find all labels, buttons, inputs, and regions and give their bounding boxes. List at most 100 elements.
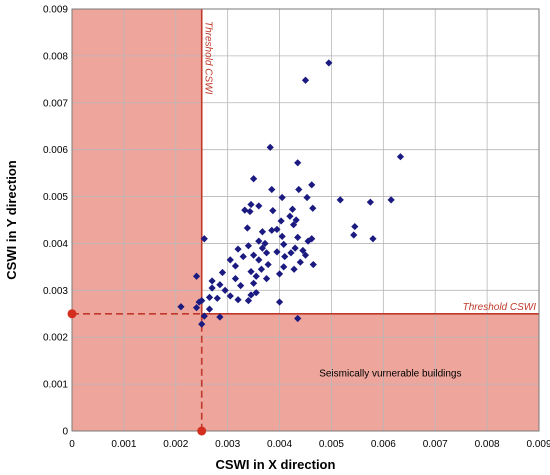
y-tick-label: 0.009 [43, 5, 68, 16]
data-point [387, 196, 395, 204]
data-point [294, 159, 302, 167]
data-point [246, 207, 254, 216]
data-point [255, 202, 263, 210]
y-tick-label: 0.008 [43, 51, 68, 62]
data-point [280, 263, 288, 271]
data-point [258, 228, 267, 236]
data-point [309, 260, 317, 269]
data-point [198, 297, 206, 305]
x-tick-label: 0.007 [423, 439, 448, 450]
data-point [278, 232, 286, 241]
threshold-marker-x-axis [197, 426, 207, 436]
data-point [237, 282, 245, 290]
data-point [247, 200, 255, 209]
data-point [277, 217, 285, 225]
y-axis-title: CSWI in Y direction [4, 160, 19, 279]
data-point [198, 320, 206, 328]
y-tick-label: 0.004 [43, 239, 68, 250]
data-point [231, 275, 240, 283]
data-point [280, 240, 288, 248]
y-tick-label: 0 [62, 427, 68, 438]
data-point [275, 298, 284, 306]
data-point [257, 265, 265, 273]
data-point [275, 270, 284, 278]
y-tick-label: 0.001 [43, 380, 68, 391]
data-point [250, 279, 258, 287]
y-tick-label: 0.003 [43, 286, 68, 297]
data-point [303, 193, 311, 202]
data-point [252, 289, 260, 297]
x-tick-label: 0.009 [526, 439, 550, 450]
data-point [294, 314, 302, 323]
data-point [396, 153, 405, 161]
data-point [258, 244, 267, 252]
vulnerable-region-bottom [201, 313, 539, 431]
x-tick-label: 0.005 [319, 439, 344, 450]
data-point [234, 296, 242, 304]
data-point [350, 231, 358, 239]
data-points [177, 59, 405, 328]
data-point [351, 222, 359, 231]
x-axis-title: CSWI in X direction [216, 457, 336, 472]
x-tick-label: 0.001 [111, 439, 136, 450]
y-tick-label: 0.007 [43, 98, 68, 109]
data-point [255, 256, 263, 264]
data-point [247, 267, 255, 276]
data-point [195, 298, 203, 306]
plot-frame [71, 8, 540, 432]
data-point [205, 305, 214, 313]
data-point [325, 59, 333, 67]
x-tick-label: 0.004 [267, 439, 292, 450]
data-point [268, 226, 276, 234]
data-point [289, 221, 298, 229]
data-point [369, 235, 377, 243]
data-point [286, 212, 294, 220]
data-point [200, 235, 208, 243]
data-point [269, 207, 277, 215]
data-point [226, 256, 234, 264]
vulnerable-region-left [72, 9, 202, 431]
threshold-label-vertical: Threshold CSWI [203, 21, 214, 95]
data-point [200, 312, 208, 320]
data-point [252, 272, 260, 280]
data-point [366, 198, 374, 206]
data-point [241, 206, 249, 214]
data-point [226, 292, 234, 300]
data-point [295, 185, 303, 194]
data-point [268, 185, 276, 194]
threshold-label-horizontal: Threshold CSWI [463, 302, 537, 313]
data-point [262, 275, 271, 283]
data-point [255, 237, 263, 245]
data-point [301, 251, 310, 259]
data-point [291, 244, 299, 252]
data-point [213, 294, 221, 302]
data-point [308, 181, 316, 189]
data-point [208, 284, 216, 292]
x-tick-label: 0.002 [163, 439, 188, 450]
data-point [264, 260, 272, 269]
data-point [261, 239, 269, 248]
data-point [292, 216, 300, 224]
data-point [205, 293, 214, 301]
threshold-lines [72, 9, 539, 431]
data-point [231, 262, 240, 270]
data-point [287, 249, 295, 257]
data-point [250, 175, 258, 183]
data-point [234, 245, 242, 253]
threshold-marker-y-axis [67, 309, 77, 319]
data-point [294, 233, 302, 241]
data-point [216, 313, 224, 321]
y-tick-label: 0.006 [43, 145, 68, 156]
data-point [266, 143, 274, 151]
data-point [309, 204, 317, 212]
data-point [216, 281, 224, 289]
data-point [218, 268, 227, 277]
data-point [301, 76, 310, 84]
vulnerable-regions [72, 9, 539, 431]
data-point [244, 242, 253, 250]
data-point [221, 286, 229, 294]
data-point [192, 272, 201, 280]
x-tick-label: 0.006 [371, 439, 396, 450]
x-tick-label: 0.003 [215, 439, 240, 450]
